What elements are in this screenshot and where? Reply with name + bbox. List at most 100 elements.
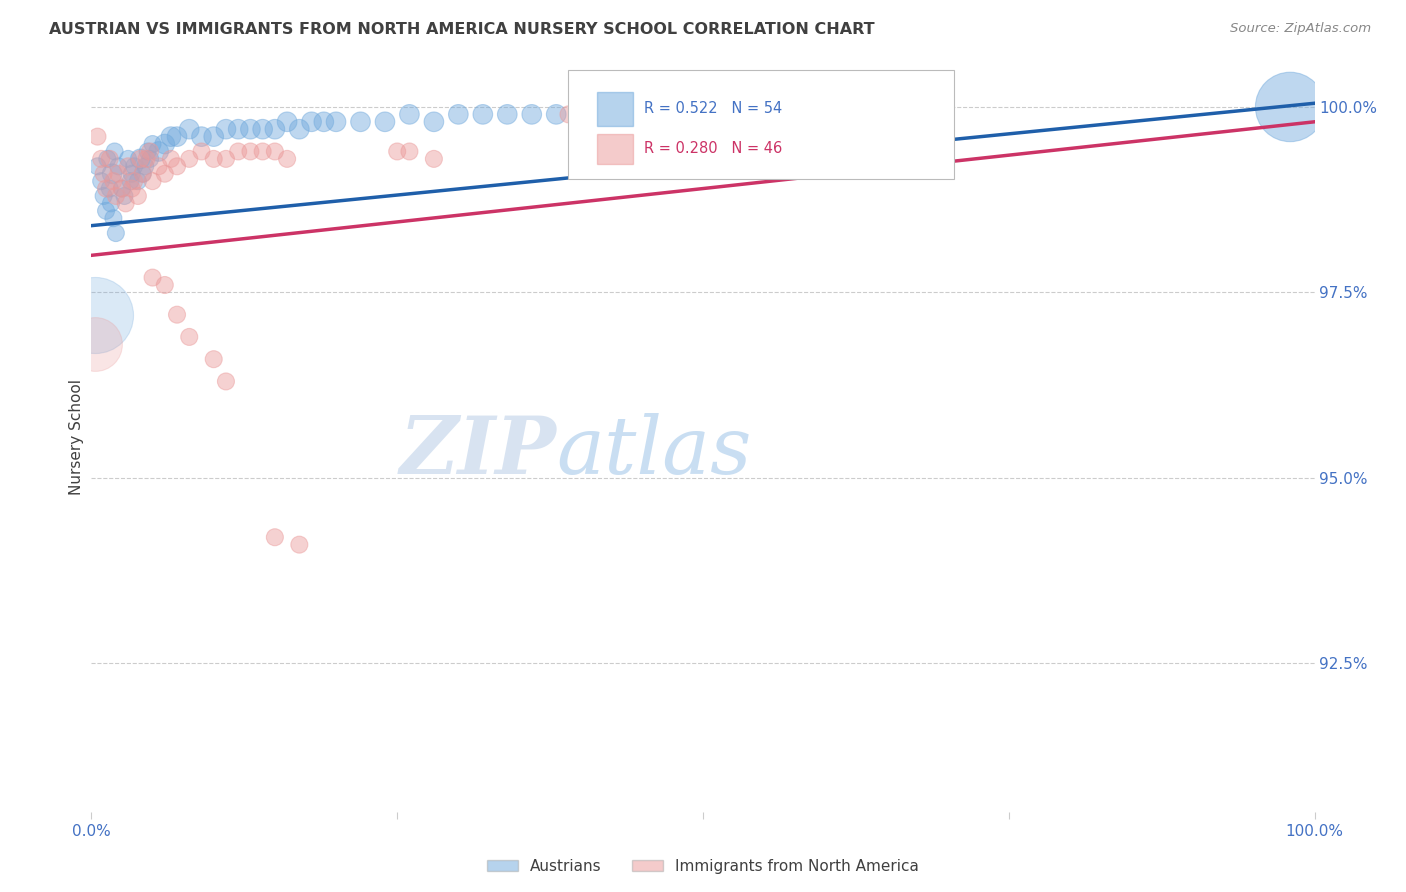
Point <box>94 203 117 218</box>
Point <box>129 152 152 166</box>
Point <box>120 174 142 188</box>
Point <box>264 145 287 159</box>
Point <box>239 122 262 136</box>
Point <box>86 129 108 144</box>
Point <box>122 159 145 173</box>
Point <box>127 174 149 188</box>
Point <box>264 530 287 544</box>
Point <box>202 352 225 367</box>
Point <box>312 115 335 129</box>
Point <box>166 129 188 144</box>
Point <box>132 167 155 181</box>
Y-axis label: Nursery School: Nursery School <box>69 379 84 495</box>
Point <box>398 145 420 159</box>
Point <box>202 152 225 166</box>
Point <box>141 174 163 188</box>
Point <box>114 196 136 211</box>
Text: ZIP: ZIP <box>399 413 557 491</box>
Point <box>160 129 183 144</box>
Point <box>239 145 262 159</box>
Point <box>141 136 163 151</box>
Point <box>90 174 112 188</box>
Point <box>215 375 238 389</box>
Point <box>179 152 201 166</box>
Point <box>84 337 107 351</box>
Point <box>104 145 127 159</box>
Point <box>107 159 129 173</box>
Text: R = 0.280   N = 46: R = 0.280 N = 46 <box>644 141 783 156</box>
Point <box>122 174 145 188</box>
Text: AUSTRIAN VS IMMIGRANTS FROM NORTH AMERICA NURSERY SCHOOL CORRELATION CHART: AUSTRIAN VS IMMIGRANTS FROM NORTH AMERIC… <box>49 22 875 37</box>
Point <box>94 181 117 195</box>
Point <box>111 181 134 195</box>
Point <box>96 152 118 166</box>
Point <box>215 152 238 166</box>
Point <box>264 122 287 136</box>
Point <box>93 167 115 181</box>
FancyBboxPatch shape <box>568 70 953 178</box>
Point <box>814 107 837 121</box>
Point <box>349 115 371 129</box>
Point <box>496 107 519 121</box>
Point <box>471 107 494 121</box>
Point <box>557 107 579 121</box>
Point <box>139 145 162 159</box>
Point <box>139 152 162 166</box>
Bar <box>596 93 633 126</box>
Point <box>153 278 176 293</box>
Point <box>226 122 249 136</box>
Point <box>569 107 592 121</box>
Point <box>104 226 127 240</box>
Point <box>215 122 238 136</box>
Point <box>252 145 274 159</box>
Point <box>301 115 323 129</box>
Text: Source: ZipAtlas.com: Source: ZipAtlas.com <box>1230 22 1371 36</box>
Point <box>160 152 183 166</box>
Point <box>129 152 152 166</box>
Point <box>127 189 149 203</box>
Point <box>104 189 127 203</box>
Point <box>111 181 134 195</box>
Point <box>98 181 121 195</box>
Point <box>423 152 446 166</box>
Point <box>141 270 163 285</box>
Point <box>546 107 568 121</box>
Point <box>112 189 135 203</box>
Point <box>190 129 212 144</box>
Point <box>374 115 396 129</box>
Point <box>179 330 201 344</box>
Legend: Austrians, Immigrants from North America: Austrians, Immigrants from North America <box>481 853 925 880</box>
Point <box>153 167 176 181</box>
Point <box>84 308 107 322</box>
Text: R = 0.522   N = 54: R = 0.522 N = 54 <box>644 102 783 116</box>
Point <box>288 538 311 552</box>
Point <box>190 145 212 159</box>
Point <box>101 167 124 181</box>
Point <box>121 181 143 195</box>
Point <box>90 152 112 166</box>
Point <box>148 159 170 173</box>
Point <box>134 159 156 173</box>
Point <box>288 122 311 136</box>
Point <box>398 107 420 121</box>
Point <box>98 152 121 166</box>
Point <box>148 145 170 159</box>
Point <box>166 159 188 173</box>
Point <box>136 145 159 159</box>
Point <box>179 122 201 136</box>
Point <box>1279 100 1302 114</box>
Point <box>385 145 409 159</box>
Point <box>132 167 155 181</box>
Point <box>103 174 125 188</box>
Point <box>166 308 188 322</box>
Point <box>593 107 616 121</box>
Point <box>117 152 139 166</box>
Point <box>423 115 446 129</box>
Point <box>520 107 543 121</box>
Point <box>325 115 347 129</box>
Point <box>107 167 129 181</box>
Bar <box>596 134 633 163</box>
Point <box>153 136 176 151</box>
Point <box>117 159 139 173</box>
Point <box>447 107 470 121</box>
